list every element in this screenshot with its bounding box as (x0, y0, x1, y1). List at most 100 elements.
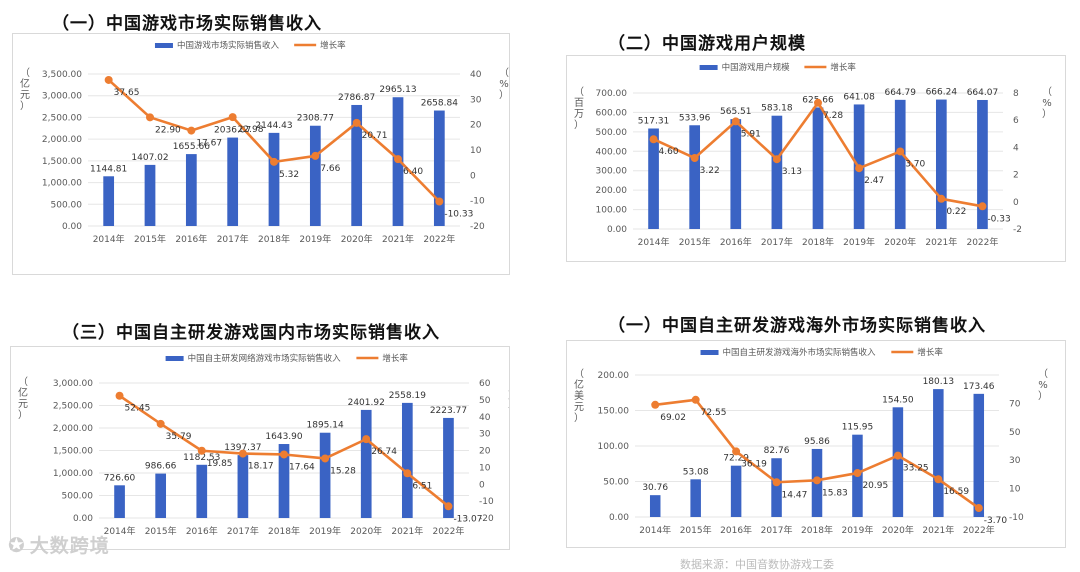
growth-point (651, 400, 660, 409)
bar (894, 99, 906, 229)
growth-point (394, 155, 402, 164)
y-right-tick-label: 60 (479, 379, 491, 389)
x-tick-label: 2015年 (680, 524, 712, 536)
y-left-tick-label: 3,000.00 (42, 92, 82, 102)
y-left-tick-label: 0.00 (73, 514, 93, 524)
y-right-tick-label: 50 (1009, 428, 1021, 438)
chart-1-box: 0.00 500.00 1,000.00 1,500.00 2,000.00 2,500.… (12, 33, 510, 275)
bar (690, 479, 701, 517)
y-right-tick-label: 30 (479, 430, 491, 440)
bar-data-label: 2223.77 (430, 406, 467, 416)
x-tick-label: 2019年 (299, 233, 331, 245)
y-right-tick-label: -2 (1013, 225, 1022, 235)
y-left-unit-label: 元 (18, 399, 28, 410)
y-right-tick-label: 30 (470, 95, 482, 105)
x-tick-label: 2021年 (382, 233, 414, 245)
bar-data-label: 2558.19 (389, 391, 426, 401)
bar-data-label: 95.86 (804, 437, 830, 447)
chart-1-title: （一）中国游戏市场实际销售收入 (52, 14, 322, 34)
y-right-tick-label: 70 (1009, 399, 1021, 409)
legend-bar-label: 中国游戏用户规模 (722, 62, 791, 73)
x-tick-label: 2019年 (843, 236, 875, 248)
x-tick-label: 2020年 (341, 233, 373, 245)
growth-data-label: -3.70 (984, 516, 1008, 526)
growth-point (772, 155, 781, 164)
y-right-unit-label: （ (499, 67, 509, 79)
bar-data-label: 641.08 (843, 92, 875, 102)
bar-data-label: 565.51 (720, 107, 752, 117)
legend-bar-swatch (700, 350, 719, 355)
y-left-tick-label: 2,500.00 (42, 113, 82, 123)
y-right-tick-label: 6 (1013, 116, 1019, 126)
chart-4-title: （一）中国自主研发游戏海外市场实际销售收入 (608, 316, 986, 336)
y-left-tick-label: 0.00 (609, 513, 629, 523)
x-tick-label: 2014年 (104, 525, 136, 537)
growth-point (813, 476, 821, 485)
y-right-unit-label: ） (499, 89, 509, 101)
x-tick-label: 2015年 (134, 233, 166, 245)
y-right-tick-label: 0 (479, 480, 485, 490)
y-right-unit-label: ） (508, 398, 509, 410)
bar (319, 432, 331, 518)
y-left-tick-label: 3,500.00 (42, 70, 82, 80)
x-tick-label: 2016年 (186, 525, 218, 537)
growth-point (403, 469, 412, 478)
growth-data-label: 37.65 (114, 88, 140, 98)
growth-data-label: 18.17 (248, 462, 274, 472)
x-tick-label: 2021年 (391, 525, 423, 537)
growth-data-label: 33.25 (903, 464, 929, 474)
growth-data-label: 3.70 (905, 159, 925, 169)
y-left-unit-label: （ (20, 67, 30, 79)
growth-data-label: 5.91 (741, 129, 761, 139)
bar-data-label: 2144.43 (255, 121, 292, 131)
bar-data-label: 2658.84 (421, 99, 458, 109)
bar (689, 125, 701, 229)
bar (144, 164, 156, 226)
bar-data-label: 82.76 (764, 446, 790, 456)
bar-data-label: 2036.07 (214, 126, 251, 136)
legend-bar-swatch (699, 65, 718, 70)
y-left-unit-label: 元 (20, 90, 30, 101)
y-left-tick-label: 1,500.00 (42, 157, 82, 167)
y-right-tick-label: 10 (1009, 485, 1021, 495)
bar-data-label: 583.18 (761, 104, 793, 114)
x-tick-label: 2018年 (258, 233, 290, 245)
chart-3-box: 0.00 500.00 1,000.00 1,500.00 2,000.00 2,500.… (10, 346, 510, 550)
y-right-unit-label: % (508, 388, 509, 399)
bar-data-label: 2965.13 (379, 85, 416, 95)
y-left-unit-label: 亿 (18, 386, 28, 399)
x-tick-label: 2019年 (309, 525, 341, 537)
y-left-tick-label: 1,000.00 (53, 469, 93, 479)
chart-2-title: （二）中国游戏用户规模 (608, 34, 806, 54)
growth-data-label: 17.64 (289, 462, 315, 472)
y-right-tick-label: 20 (479, 447, 491, 457)
y-left-unit-label: 元 (574, 402, 584, 413)
x-tick-label: 2020年 (882, 524, 914, 536)
legend-bar-label: 中国自主研发网络游戏市场实际销售收入 (188, 353, 342, 364)
legend-line-label: 增长率 (320, 40, 346, 51)
growth-point (444, 502, 453, 511)
y-right-unit-label: % (1042, 98, 1052, 109)
y-right-unit-label: ） (1042, 108, 1052, 120)
y-left-unit-label: 百 (574, 97, 584, 109)
bar (730, 119, 742, 229)
bar (278, 444, 290, 518)
bar-data-label: 1182.53 (183, 453, 220, 463)
bar-data-label: 517.31 (638, 116, 670, 126)
growth-point (146, 113, 154, 122)
bar (730, 465, 742, 517)
growth-point (352, 118, 361, 127)
growth-point (187, 126, 196, 135)
bar-data-label: 115.95 (842, 423, 874, 433)
y-left-tick-label: 2,000.00 (53, 424, 93, 434)
bar (977, 99, 988, 229)
bar (648, 128, 659, 229)
growth-point (435, 197, 444, 206)
legend-line-label: 增长率 (917, 347, 943, 358)
bar-data-label: 173.46 (963, 382, 995, 392)
y-left-tick-label: 1,000.00 (42, 179, 82, 189)
bar-data-label: 2786.87 (338, 93, 375, 103)
growth-point (362, 435, 371, 444)
bar-data-label: 72.29 (723, 454, 749, 464)
x-tick-label: 2015年 (679, 236, 711, 248)
